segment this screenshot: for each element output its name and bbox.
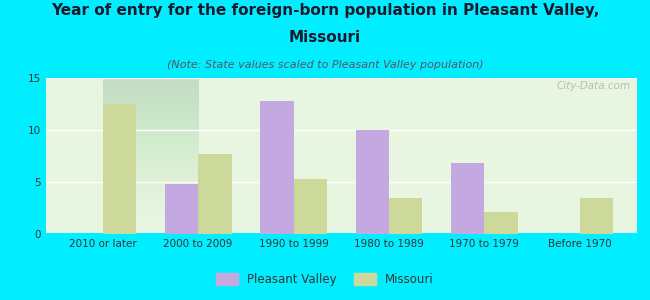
Bar xyxy=(356,130,389,234)
Bar xyxy=(260,101,294,234)
Bar xyxy=(451,163,484,234)
Bar xyxy=(294,179,327,234)
Text: Year of entry for the foreign-born population in Pleasant Valley,: Year of entry for the foreign-born popul… xyxy=(51,3,599,18)
Bar xyxy=(198,154,231,234)
Bar xyxy=(580,198,613,234)
Bar xyxy=(389,198,422,234)
Text: City-Data.com: City-Data.com xyxy=(557,81,631,91)
Bar xyxy=(164,184,198,234)
Text: (Note: State values scaled to Pleasant Valley population): (Note: State values scaled to Pleasant V… xyxy=(166,60,484,70)
Text: Missouri: Missouri xyxy=(289,30,361,45)
Bar xyxy=(103,104,136,234)
Legend: Pleasant Valley, Missouri: Pleasant Valley, Missouri xyxy=(211,268,439,291)
Bar xyxy=(484,212,518,234)
